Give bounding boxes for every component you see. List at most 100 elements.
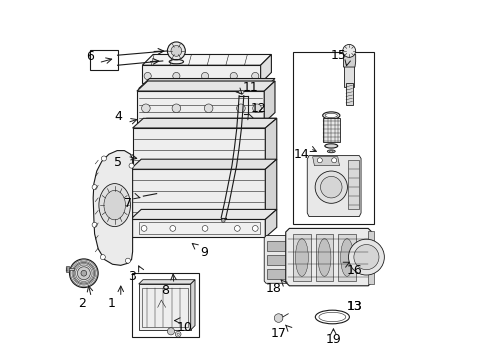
Ellipse shape [340,239,353,276]
Text: 17: 17 [270,327,286,340]
Circle shape [100,255,105,260]
Ellipse shape [329,150,332,152]
Circle shape [129,163,134,168]
Circle shape [252,104,261,113]
Bar [292,52,373,224]
Circle shape [251,72,258,80]
Polygon shape [93,150,132,265]
Polygon shape [306,156,360,217]
Ellipse shape [324,144,337,148]
Circle shape [142,104,150,113]
Polygon shape [142,54,271,65]
Ellipse shape [325,113,337,118]
Circle shape [353,244,378,270]
Polygon shape [137,91,264,123]
Circle shape [171,45,182,56]
Circle shape [92,185,97,190]
Text: 14: 14 [293,148,308,161]
Polygon shape [135,118,276,128]
Circle shape [169,226,175,231]
Ellipse shape [317,239,330,276]
Circle shape [348,239,384,275]
Polygon shape [130,169,265,220]
Circle shape [320,176,341,198]
Circle shape [317,158,322,163]
Circle shape [167,328,174,335]
Circle shape [331,158,336,163]
Circle shape [314,171,346,203]
Text: 7: 7 [123,197,132,210]
Text: 18: 18 [265,282,281,295]
Text: 19: 19 [325,333,341,346]
Polygon shape [132,128,265,169]
Ellipse shape [295,239,308,276]
Polygon shape [367,231,373,284]
Circle shape [274,314,282,322]
Polygon shape [292,234,310,281]
Polygon shape [130,159,276,169]
Text: 3: 3 [127,270,135,283]
Polygon shape [132,118,276,128]
Circle shape [201,72,208,80]
Bar [89,50,117,69]
Circle shape [204,104,212,113]
Text: 15: 15 [330,49,346,62]
Text: 12: 12 [250,103,265,116]
Polygon shape [285,228,371,286]
Circle shape [234,226,240,231]
Circle shape [101,156,106,161]
Ellipse shape [104,190,125,220]
Circle shape [177,333,179,335]
Polygon shape [315,234,333,281]
Polygon shape [139,78,274,89]
Text: 13: 13 [346,300,362,313]
Ellipse shape [326,150,335,153]
Circle shape [77,267,90,280]
Circle shape [167,42,185,60]
Polygon shape [264,81,274,123]
Polygon shape [142,65,260,83]
Circle shape [69,259,98,288]
Polygon shape [343,54,355,67]
Circle shape [230,72,237,80]
Polygon shape [139,89,264,91]
Bar [344,65,353,87]
Circle shape [172,72,180,80]
Text: 10: 10 [176,320,192,333]
Polygon shape [264,235,289,283]
Bar [322,118,339,142]
Circle shape [175,331,181,337]
Ellipse shape [99,184,130,226]
Circle shape [73,262,94,284]
Polygon shape [139,284,190,330]
Ellipse shape [322,112,339,119]
Polygon shape [337,234,355,281]
Polygon shape [276,315,282,320]
Bar [131,273,199,337]
Polygon shape [265,118,276,169]
Ellipse shape [238,90,244,94]
Circle shape [81,270,86,276]
Text: 1: 1 [108,297,116,310]
Circle shape [202,226,207,231]
Text: 4: 4 [114,110,122,123]
Bar [345,83,352,105]
Circle shape [252,226,258,231]
Circle shape [141,226,147,231]
Polygon shape [66,268,74,270]
Polygon shape [260,54,271,83]
Text: 9: 9 [200,246,208,259]
Circle shape [144,72,151,80]
Polygon shape [266,241,286,251]
Polygon shape [265,159,276,220]
Polygon shape [266,255,286,265]
Polygon shape [265,210,276,237]
Polygon shape [65,266,69,272]
Text: 8: 8 [161,284,168,297]
Polygon shape [130,220,265,237]
Text: 13: 13 [346,300,362,313]
Polygon shape [266,269,286,279]
Text: 2: 2 [78,297,86,310]
Circle shape [125,258,130,263]
Text: 11: 11 [243,81,258,94]
